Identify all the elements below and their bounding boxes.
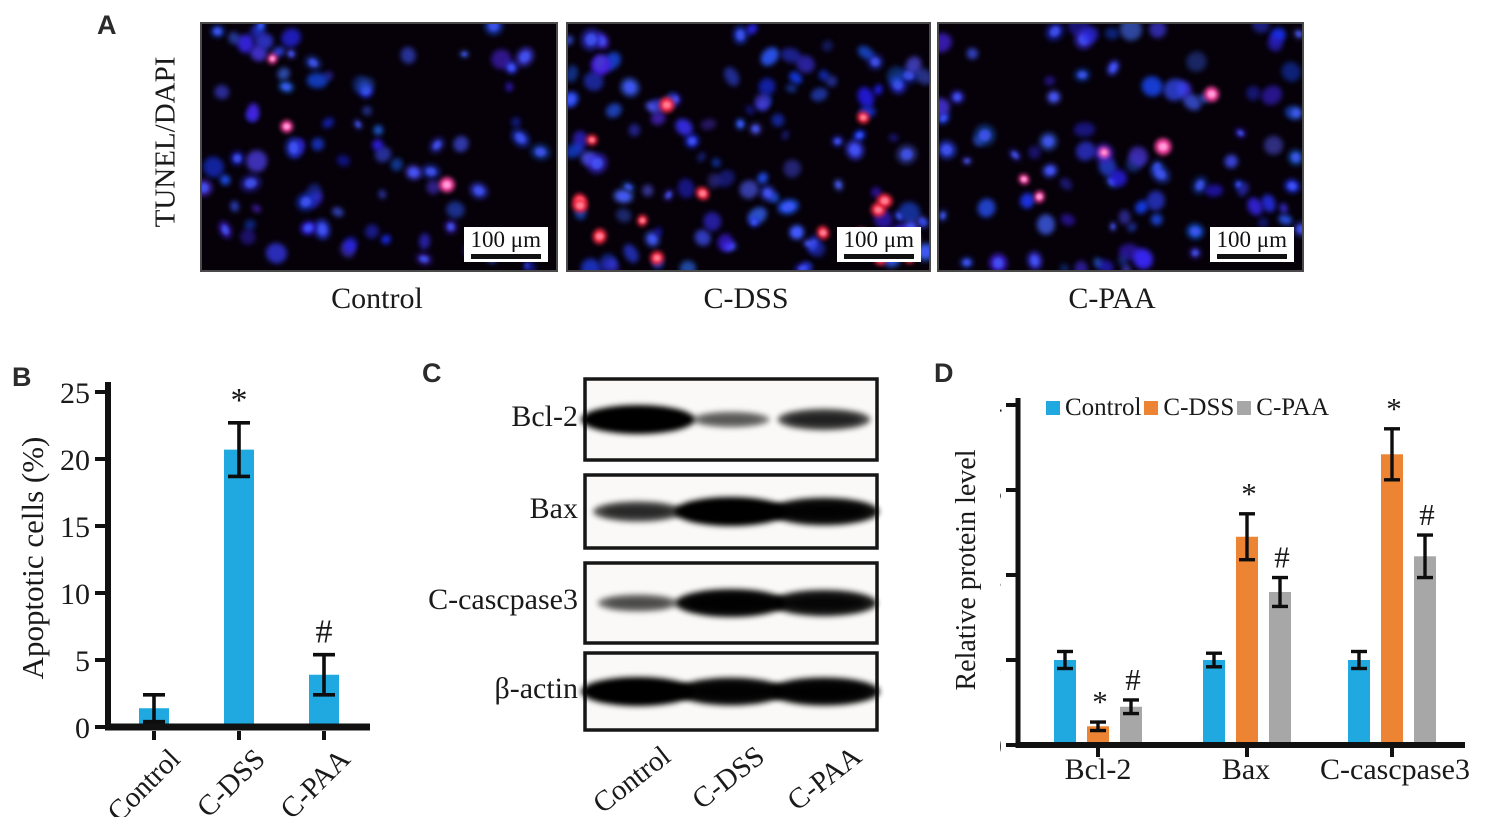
micrograph-cdss: 100 μm bbox=[566, 22, 931, 272]
scale-bar-label: 100 μm bbox=[843, 227, 914, 252]
y-tick-label: 0 bbox=[1000, 730, 1002, 763]
bar bbox=[1054, 660, 1076, 745]
bar bbox=[1381, 454, 1403, 745]
legend-label-cpaa: C-PAA bbox=[1256, 394, 1329, 421]
legend-swatch-cdss bbox=[1144, 401, 1159, 415]
significance-annotation: # bbox=[1125, 662, 1141, 697]
y-tick-label: 20 bbox=[60, 444, 90, 477]
y-tick-label: 3 bbox=[1000, 475, 1002, 508]
scale-bar-label: 100 μm bbox=[470, 227, 541, 252]
bar bbox=[1414, 556, 1436, 745]
legend: Control C-DSS C-PAA bbox=[1046, 394, 1329, 422]
legend-swatch-control bbox=[1046, 401, 1060, 415]
bar bbox=[1348, 660, 1370, 745]
panel-a-row-label: TUNEL/DAPI bbox=[149, 56, 182, 228]
y-tick-label: 0 bbox=[75, 712, 90, 745]
scale-bar: 100 μm bbox=[1209, 227, 1294, 262]
y-tick-label: 4 bbox=[1000, 390, 1002, 423]
scale-bar: 100 μm bbox=[836, 227, 921, 262]
bar bbox=[1120, 706, 1142, 745]
micrograph-caption-cdss: C-DSS bbox=[703, 282, 789, 315]
y-tick-label: 1 bbox=[1000, 645, 1002, 678]
bar bbox=[1236, 536, 1258, 745]
significance-annotation: * bbox=[1092, 684, 1108, 719]
blot-label-bcl2: Bcl-2 bbox=[511, 400, 578, 433]
micrograph-caption-cpaa: C-PAA bbox=[1068, 282, 1156, 315]
micrograph-caption-control: Control bbox=[331, 282, 423, 315]
panel-d-group-label-ccascpase3: C-cascpase3 bbox=[1320, 753, 1470, 786]
significance-annotation: * bbox=[1241, 476, 1257, 511]
scale-bar-line bbox=[1216, 254, 1287, 259]
blot-label-bax: Bax bbox=[529, 492, 578, 525]
scale-bar-label: 100 μm bbox=[1216, 227, 1287, 252]
significance-annotation: * bbox=[1386, 391, 1402, 426]
panel-c-label: C bbox=[422, 358, 442, 388]
bar bbox=[1269, 592, 1291, 745]
panel-c-lane-label-control: Control bbox=[587, 740, 677, 817]
panel-d-label: D bbox=[934, 358, 954, 388]
micrograph-cpaa: 100 μm bbox=[937, 22, 1304, 272]
scale-bar-line bbox=[843, 254, 914, 259]
significance-annotation: # bbox=[316, 614, 333, 651]
y-tick-label: 10 bbox=[60, 578, 90, 611]
panel-a-label: A bbox=[97, 10, 117, 40]
y-tick-label: 15 bbox=[60, 511, 90, 544]
scale-bar: 100 μm bbox=[463, 227, 548, 262]
panel-d-y-axis-label: Relative protein level bbox=[951, 449, 982, 691]
y-tick-label: 2 bbox=[1000, 560, 1002, 593]
significance-annotation: * bbox=[231, 382, 248, 419]
panel-b-label: B bbox=[12, 362, 32, 392]
legend-label-control: Control bbox=[1065, 394, 1142, 421]
blot-label-bactin: β-actin bbox=[494, 672, 578, 705]
panel-b-chart: * #0 5 10 15 20 25 bbox=[60, 377, 370, 745]
legend-swatch-cpaa bbox=[1237, 401, 1252, 415]
y-tick-label: 5 bbox=[75, 645, 90, 678]
bar bbox=[224, 449, 254, 727]
panel-d-group-label-bcl2: Bcl-2 bbox=[1064, 753, 1132, 786]
significance-annotation: # bbox=[1419, 497, 1435, 532]
legend-label-cdss: C-DSS bbox=[1163, 394, 1235, 421]
bar bbox=[1203, 660, 1225, 745]
significance-annotation: # bbox=[1274, 540, 1290, 575]
y-tick-label: 25 bbox=[60, 377, 90, 410]
micrograph-control: 100 μm bbox=[200, 22, 558, 272]
scale-bar-line bbox=[470, 254, 541, 259]
panel-d-group-label-bax: Bax bbox=[1221, 753, 1271, 786]
panel-d-chart: * * * # # #0 1 2 3 4 bbox=[1000, 390, 1465, 763]
blot-label-ccascpase3: C-cascpase3 bbox=[428, 583, 578, 616]
panel-c-blots bbox=[581, 377, 880, 732]
